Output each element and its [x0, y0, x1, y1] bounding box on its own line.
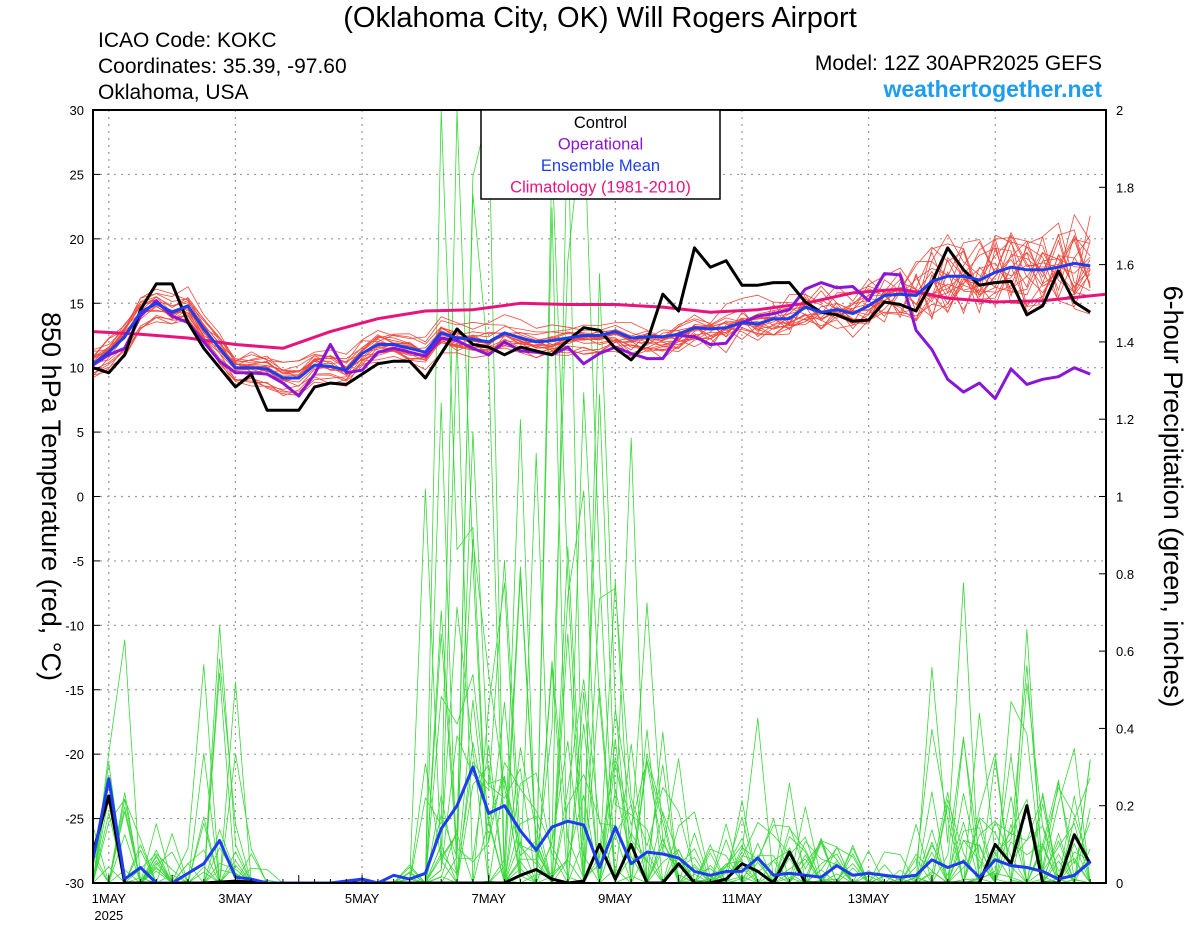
temp-member-line	[93, 233, 1091, 395]
y-left-tick-label: 5	[77, 425, 84, 440]
precip-member-line	[93, 437, 1091, 883]
legend-entry: Operational	[558, 136, 643, 154]
model-label: Model: 12Z 30APR2025 GEFS	[814, 52, 1102, 75]
y-right-tick-label: 0	[1116, 876, 1123, 891]
precip-member-line	[93, 110, 1091, 883]
y-left-tick-label: 25	[70, 167, 84, 182]
y-left-tick-label: -25	[65, 812, 84, 827]
x-tick-sublabel: 2025	[94, 908, 123, 923]
x-tick-label: 9MAY	[598, 891, 633, 906]
precip-member-line	[93, 602, 1091, 883]
precip-member-line	[93, 207, 1091, 883]
y-left-tick-label: 20	[70, 232, 84, 247]
precip-member-line	[93, 156, 1091, 883]
control-temp-line	[93, 246, 1092, 412]
temp-member-line	[93, 238, 1091, 375]
temp-member-line	[93, 234, 1091, 373]
precip-member-line	[93, 546, 1091, 883]
plot-area	[93, 110, 1106, 883]
x-tick-label: 1MAY	[92, 891, 127, 906]
y-left-axis-title: 850 hPa Temperature (red, °C)	[36, 312, 66, 681]
y-right-axis-title: 6-hour Precipitation (green, inches)	[1158, 286, 1188, 708]
precip-member-line	[93, 110, 1091, 883]
y-left-tick-label: -10	[65, 618, 84, 633]
x-tick-label: 15MAY	[974, 891, 1016, 906]
precip-member-line	[93, 633, 1091, 883]
precip-member-line	[93, 110, 1091, 883]
y-right-tick-label: 1	[1116, 490, 1123, 505]
y-left-tick-label: -15	[65, 683, 84, 698]
legend-entry: Control	[574, 114, 627, 132]
x-tick-label: 13MAY	[848, 891, 890, 906]
y-right-tick-label: 0.2	[1116, 799, 1134, 814]
precip-member-line	[93, 110, 1091, 883]
y-left-tick-label: 0	[77, 490, 84, 505]
y-right-tick-label: 0.8	[1116, 567, 1134, 582]
precip-member-line	[93, 394, 1091, 883]
legend-box	[480, 109, 721, 200]
legend-entry: Climatology (1981-2010)	[510, 179, 691, 197]
precip-member-line	[93, 490, 1091, 883]
y-left-tick-label: -20	[65, 747, 84, 762]
temp-member-line	[93, 214, 1091, 375]
operational-temp-line	[93, 272, 1091, 401]
y-left-tick-label: 10	[70, 361, 84, 376]
precip-member-line	[93, 452, 1091, 883]
y-right-tick-label: 1.8	[1116, 180, 1134, 195]
page-title: (Oklahoma City, OK) Will Rogers Airport	[343, 2, 857, 34]
x-tick-label: 11MAY	[722, 891, 763, 906]
ensemble-mean-temp-line	[93, 261, 1091, 380]
region: Oklahoma, USA	[98, 81, 249, 104]
icao-code: ICAO Code: KOKC	[98, 29, 277, 52]
legend-entry: Ensemble Mean	[541, 157, 660, 175]
temp-member-line	[93, 234, 1091, 384]
coordinates: Coordinates: 35.39, -97.60	[98, 55, 347, 78]
y-right-tick-label: 0.6	[1116, 644, 1134, 659]
y-right-tick-label: 0.4	[1116, 721, 1134, 736]
y-right-tick-label: 2	[1116, 103, 1123, 118]
precip-member-line	[93, 488, 1091, 883]
site-link[interactable]: weathertogether.net	[883, 76, 1102, 102]
y-left-tick-label: -30	[65, 876, 84, 891]
y-right-tick-label: 1.6	[1116, 258, 1134, 273]
temp-member-line	[93, 236, 1091, 377]
x-tick-label: 5MAY	[345, 891, 380, 906]
y-left-tick-label: -5	[72, 554, 84, 569]
y-right-tick-label: 1.4	[1116, 335, 1134, 350]
x-tick-label: 3MAY	[218, 891, 253, 906]
x-tick-label: 7MAY	[471, 891, 506, 906]
y-left-tick-label: 15	[70, 296, 84, 311]
y-right-tick-label: 1.2	[1116, 412, 1134, 427]
temp-member-line	[93, 238, 1091, 371]
climatology-line	[93, 287, 1106, 350]
y-left-tick-label: 30	[70, 103, 84, 118]
